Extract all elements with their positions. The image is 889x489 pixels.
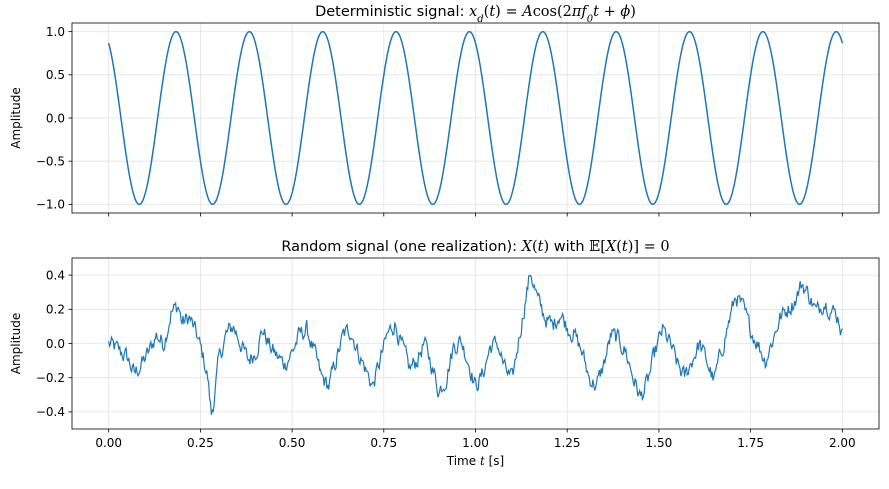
bottom-plot-title: Random signal (one realization): X(t) wi…	[281, 239, 669, 255]
top-plot-title: Deterministic signal: xd(t) = Acos(2πf0t…	[315, 4, 636, 25]
x-tick-label: 1.75	[737, 436, 764, 450]
x-tick-label: 2.00	[829, 436, 856, 450]
random-signal-line	[108, 274, 843, 415]
top-plot-deterministic-signal: −1.0 −0.5 0.0 0.5 1.0 Deterministic signal: …	[9, 4, 880, 217]
deterministic-signal-line	[107, 30, 844, 206]
x-tick-label: 1.50	[646, 436, 673, 450]
top-plot-grid	[72, 23, 879, 213]
y-tick-label: 0.4	[46, 268, 65, 282]
y-tick-label: 0.5	[46, 68, 65, 82]
x-tick-label: 0.75	[370, 436, 397, 450]
top-plot-y-axis-label: Amplitude	[9, 87, 23, 149]
bottom-plot-x-ticks: 0.00 0.25 0.50 0.75 1.00 1.25 1.50 1.75 2.00	[95, 429, 856, 450]
y-tick-label: −1.0	[36, 198, 65, 212]
y-tick-label: 0.0	[46, 337, 65, 351]
bottom-plot-random-signal: −0.4 −0.2 0.0 0.2 0.4 0.00 0.25 0.50 0.75 1.00 1.…	[9, 239, 880, 468]
bottom-plot-x-axis-label: Time t [s]	[446, 454, 504, 468]
x-tick-label: 1.00	[462, 436, 489, 450]
x-tick-label: 0.50	[279, 436, 306, 450]
x-tick-label: 1.25	[554, 436, 581, 450]
y-tick-label: −0.4	[36, 405, 65, 419]
x-tick-label: 0.00	[95, 436, 122, 450]
top-plot-x-ticks	[108, 213, 843, 217]
y-tick-label: −0.2	[36, 371, 65, 385]
y-tick-label: −0.5	[36, 154, 65, 168]
top-plot-y-ticks: −1.0 −0.5 0.0 0.5 1.0	[36, 25, 72, 212]
y-tick-label: 0.2	[46, 303, 65, 317]
bottom-plot-y-axis-label: Amplitude	[9, 313, 23, 375]
y-tick-label: 0.0	[46, 111, 65, 125]
bottom-plot-y-ticks: −0.4 −0.2 0.0 0.2 0.4	[36, 268, 72, 419]
y-tick-label: 1.0	[46, 25, 65, 39]
x-tick-label: 0.25	[187, 436, 214, 450]
